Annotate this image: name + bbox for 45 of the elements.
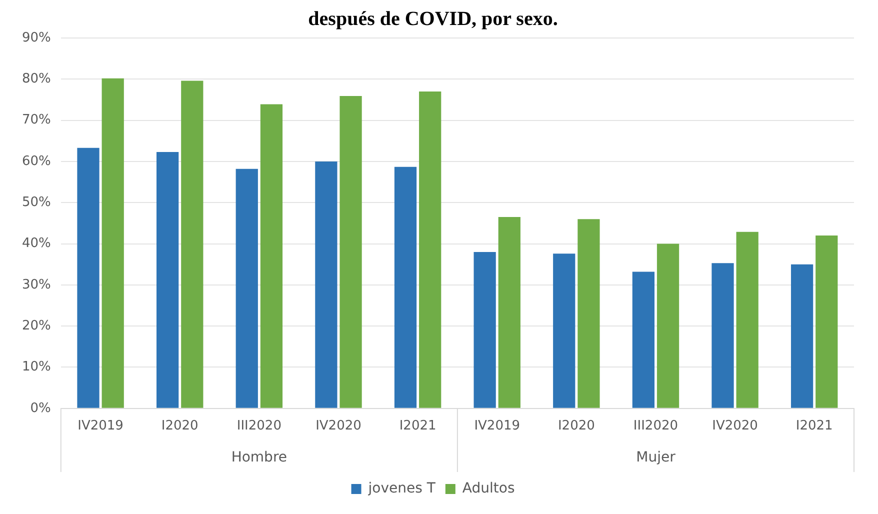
chart-title: después de COVID, por sexo.: [308, 8, 558, 30]
y-tick-label: 10%: [22, 360, 51, 375]
x-tick-label: III2020: [236, 418, 282, 434]
bar: [578, 219, 600, 408]
text: Mujer: [636, 450, 676, 466]
x-tick-label: I2020: [558, 418, 595, 434]
bar: [236, 168, 258, 408]
y-tick-label: 60%: [22, 154, 51, 169]
bar: [632, 272, 654, 408]
bar: [474, 252, 496, 408]
bar: [156, 152, 179, 408]
bar: [340, 96, 362, 408]
y-tick-label: 70%: [22, 112, 51, 128]
y-tick-label: 40%: [22, 236, 51, 252]
y-tick-label: 90%: [22, 30, 51, 46]
x-tick-label: III2020: [633, 418, 678, 434]
y-tick-label: 30%: [22, 277, 51, 292]
bar: [260, 104, 283, 408]
bar: [736, 232, 758, 408]
y-tick-label: 80%: [22, 72, 51, 87]
bar: [656, 244, 680, 408]
y-tick-label: 50%: [22, 194, 51, 210]
y-tick-label: 0%: [30, 400, 51, 416]
legend-label: jovenes T: [367, 480, 436, 497]
y-tick-label: 20%: [22, 318, 51, 334]
bar: [816, 236, 838, 408]
x-tick-label: IV2020: [712, 418, 758, 434]
x-tick-label: IV2020: [316, 418, 362, 434]
bar: [553, 254, 576, 408]
x-tick-label: IV2019: [474, 418, 520, 434]
bar: [712, 263, 734, 408]
bar: [181, 80, 204, 408]
x-tick-label: I2021: [796, 418, 833, 434]
x-tick-label: I2020: [161, 418, 198, 434]
bar: [394, 166, 417, 408]
bar: [77, 148, 100, 408]
bar: [419, 92, 442, 408]
text: Hombre: [231, 450, 288, 466]
bar: [498, 217, 520, 408]
x-tick-label: IV2019: [78, 418, 124, 434]
bar: [790, 264, 814, 408]
x-tick-label: I2021: [399, 418, 436, 434]
bar: [102, 78, 124, 408]
bar: [315, 161, 338, 408]
legend-label: Adultos: [462, 480, 515, 497]
